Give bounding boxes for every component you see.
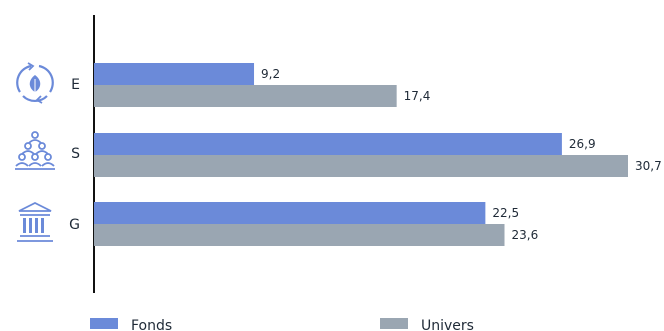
bar-univers-e [94,85,397,107]
category-label-s: S [71,146,80,162]
data-label-fonds-g: 22,5 [492,206,519,220]
bar-fonds-e [94,63,255,85]
bar-univers-g [94,224,505,246]
bar-fonds-g [94,202,486,224]
people-group-icon [15,131,55,170]
data-label-fonds-s: 26,9 [569,137,596,151]
legend-swatch-fonds [90,318,118,329]
bar-univers-s [94,155,628,177]
bar-fonds-s [94,133,562,155]
category-label-g: G [69,217,80,233]
data-label-fonds-e: 9,2 [261,67,280,81]
legend-swatch-univers [380,318,408,329]
data-label-univers-e: 17,4 [404,89,431,103]
institution-building-icon [17,201,53,242]
leaf-cycle-icon [16,62,54,104]
category-label-e: E [71,77,80,93]
legend: Fonds Univers [90,318,474,331]
legend-label-univers: Univers [421,318,474,331]
legend-label-fonds: Fonds [131,318,172,331]
data-label-univers-s: 30,7 [635,159,662,173]
data-label-univers-g: 23,6 [512,228,539,242]
